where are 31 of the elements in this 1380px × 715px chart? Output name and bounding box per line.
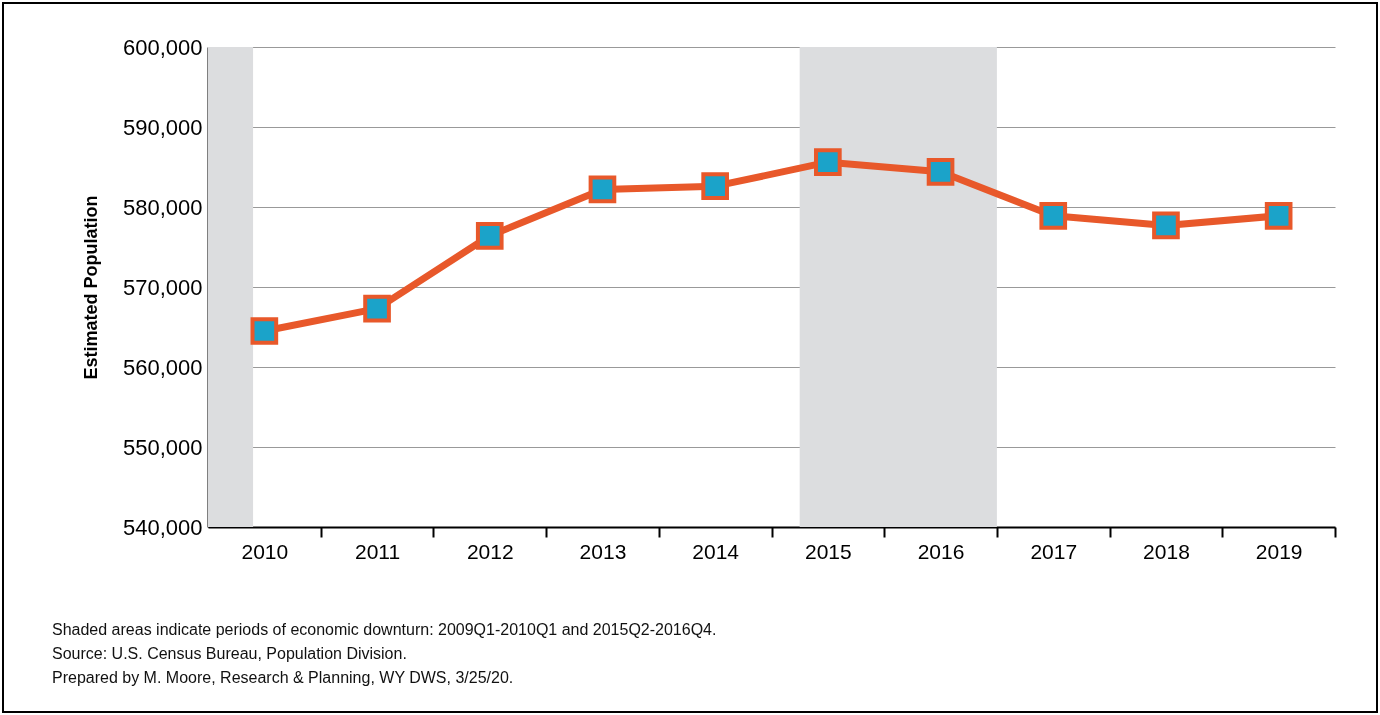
x-tick-label: 2019 — [1255, 539, 1303, 563]
source-note: Source: U.S. Census Bureau, Population Division. — [52, 644, 408, 664]
y-tick-label: 600,000 — [122, 34, 203, 60]
y-tick-label: 590,000 — [122, 114, 203, 140]
point — [1152, 211, 1180, 240]
y-tick-label: 560,000 — [122, 354, 203, 380]
text: Shaded areas indicate periods of economic downturn: 2009Q1-2010Q1 and 2015Q2-2016Q4. — [52, 620, 717, 640]
x-tick-label: 2017 — [1030, 539, 1078, 563]
x-tick-label: 2010 — [241, 539, 289, 563]
x-tick-label: 2014 — [692, 539, 740, 563]
point — [814, 148, 842, 177]
point — [250, 317, 279, 345]
point — [588, 175, 617, 204]
point — [1264, 201, 1293, 230]
x-tick-label: 2015 — [804, 539, 852, 563]
x-tick-label: 2018 — [1143, 539, 1190, 563]
y-tick-label: 570,000 — [122, 274, 203, 300]
point — [363, 294, 391, 323]
x-tick-label: 2016 — [917, 539, 965, 563]
y-tick-label: 540,000 — [122, 514, 203, 540]
x-tick-label: 2011 — [354, 539, 401, 563]
point — [1039, 201, 1068, 230]
y-tick-label: 550,000 — [122, 434, 203, 460]
x-tick-label: 2013 — [579, 539, 627, 563]
x-tick-label: 2012 — [466, 539, 514, 563]
point — [475, 221, 504, 250]
text: Prepared by M. Moore, Research & Planning, WY DWS, 3/25/20. — [52, 668, 515, 688]
y-axis-title: Estimated Population — [80, 195, 101, 380]
y-tick-label: 580,000 — [122, 194, 203, 220]
point — [926, 157, 955, 186]
point — [701, 172, 729, 201]
